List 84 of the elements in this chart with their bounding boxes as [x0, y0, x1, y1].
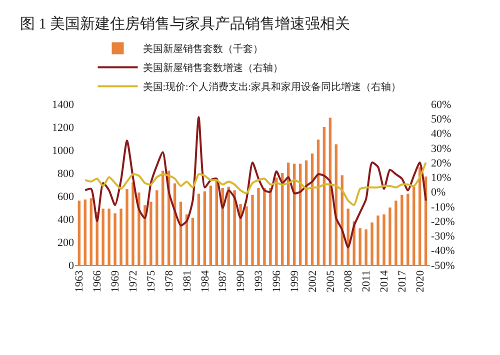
legend-label: 美国新屋销售套数（千套） [142, 43, 263, 56]
bar [114, 213, 116, 265]
x-tick-label: 1984 [199, 270, 212, 292]
y-tick-label: 1400 [52, 98, 74, 111]
bar [138, 192, 140, 265]
bar [126, 189, 128, 265]
bar [364, 229, 368, 265]
x-tick-label: 2008 [342, 270, 355, 292]
legend-label: 美国:现价:个人消费支出:家具和家用设备同比增速（右轴） [142, 81, 402, 94]
bar [90, 198, 92, 265]
y-tick-label: 800 [58, 168, 74, 180]
x-tick-label: 1981 [181, 270, 194, 292]
y-tick-label: 200 [58, 236, 74, 249]
x-tick-label: 2014 [378, 270, 391, 292]
y-tick-label: 400 [58, 214, 74, 226]
y2-tick-label: 20% [431, 157, 452, 170]
chart-title: 图 1 美国新建住房销售与家具产品销售增速强相关 [20, 15, 350, 32]
bar [120, 208, 122, 265]
y-tick-label: 1000 [52, 144, 74, 157]
x-tick-label: 1990 [235, 270, 248, 292]
bar [144, 205, 146, 265]
x-tick-label: 1969 [110, 270, 122, 292]
x-tick-label: 1996 [270, 270, 283, 292]
bar [251, 194, 254, 265]
x-tick-label: 1963 [74, 270, 86, 292]
x-tick-label: 2011 [360, 270, 373, 292]
bar [257, 188, 260, 265]
bar [263, 188, 266, 265]
bar [78, 200, 81, 265]
bar [84, 199, 86, 265]
y2-tick-label: 0% [431, 186, 446, 199]
bar [239, 204, 242, 265]
y-tick-label: 1200 [52, 122, 74, 134]
y2-tick-label: 10% [431, 172, 452, 184]
bar [191, 218, 194, 265]
y2-tick-label: -40% [431, 245, 455, 258]
y2-tick-label: 60% [431, 98, 452, 111]
y2-tick-label: 40% [431, 128, 452, 140]
x-tick-label: 1972 [128, 270, 140, 292]
bar [412, 186, 416, 265]
x-tick-label: 1975 [145, 270, 158, 292]
x-tick-label: 1966 [92, 270, 104, 292]
bar [275, 178, 278, 265]
bar [156, 190, 158, 265]
y2-tick-label: 50% [431, 113, 452, 126]
bar [400, 194, 404, 265]
bar [150, 202, 152, 265]
bar [209, 186, 212, 265]
x-tick-label: 1978 [163, 270, 176, 292]
x-tick-label: 2002 [306, 270, 319, 292]
bar [108, 208, 110, 265]
y2-tick-label: -10% [431, 201, 455, 214]
y2-tick-label: 30% [431, 142, 452, 155]
bar [269, 188, 272, 265]
line-series [84, 162, 427, 206]
x-tick-label: 1999 [288, 270, 301, 292]
y-tick-label: 600 [58, 190, 74, 203]
bar [376, 216, 380, 265]
bar [406, 194, 410, 265]
bar [388, 208, 392, 265]
line-series [84, 116, 427, 248]
bar [162, 170, 164, 265]
bar [245, 206, 248, 265]
bar [358, 228, 362, 265]
bar [102, 208, 104, 265]
bar [197, 194, 200, 265]
x-tick-label: 2020 [414, 270, 426, 292]
x-tick-label: 1993 [253, 270, 266, 292]
legend-label: 美国新屋销售套数增速（右轴） [142, 62, 283, 74]
bar [322, 127, 326, 265]
bar [382, 214, 386, 265]
x-tick-label: 2005 [324, 270, 337, 292]
bar [132, 182, 134, 265]
y2-tick-label: -20% [431, 216, 455, 228]
x-tick-label: 1987 [217, 270, 230, 292]
y-tick-label: 0 [68, 260, 74, 272]
x-tick-label: 2017 [396, 270, 408, 292]
bar [233, 190, 236, 265]
bar [370, 222, 374, 265]
bar [203, 191, 206, 265]
y2-tick-label: -50% [431, 260, 455, 272]
bar [394, 200, 398, 265]
y2-tick-label: -30% [431, 230, 455, 243]
bar [316, 140, 320, 265]
